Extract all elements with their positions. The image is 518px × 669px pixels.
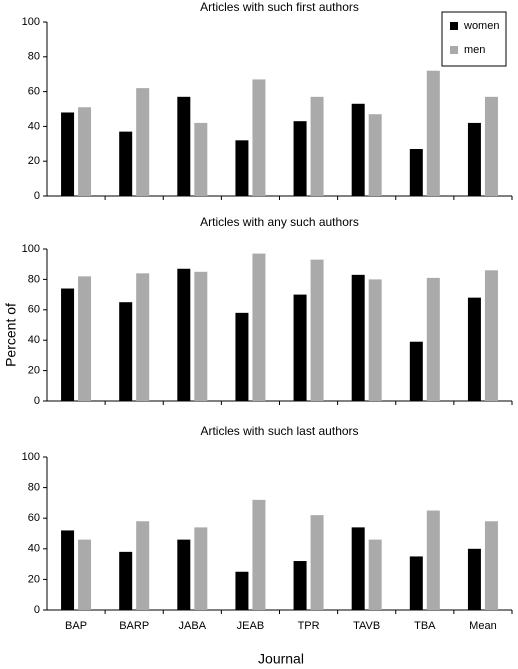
- bar: [351, 274, 365, 401]
- bar: [426, 510, 440, 610]
- bar: [310, 515, 324, 610]
- y-tick-label: 20: [28, 573, 40, 585]
- x-tick-label: TAVB: [353, 620, 380, 632]
- bar: [368, 114, 382, 196]
- bar: [484, 521, 498, 610]
- bar: [409, 149, 423, 196]
- legend-swatch: [450, 46, 458, 54]
- bar: [252, 79, 266, 196]
- bar: [368, 279, 382, 401]
- x-tick-label: JABA: [179, 620, 207, 632]
- bar: [426, 277, 440, 401]
- x-tick-label: JEAB: [237, 620, 265, 632]
- y-tick-label: 80: [28, 51, 40, 63]
- bar: [136, 88, 150, 196]
- bar: [252, 499, 266, 610]
- bar: [293, 121, 307, 196]
- x-tick-label: BARP: [119, 620, 149, 632]
- bar: [61, 288, 75, 401]
- bar: [310, 259, 324, 401]
- bar: [409, 556, 423, 610]
- bar: [467, 122, 481, 196]
- y-tick-label: 60: [28, 86, 40, 98]
- x-tick-label: TBA: [414, 620, 436, 632]
- chart-title: Articles with such last authors: [200, 424, 358, 438]
- y-tick-label: 0: [34, 190, 40, 202]
- bar: [78, 107, 92, 196]
- bar: [351, 103, 365, 196]
- y-tick-label: 100: [22, 451, 40, 463]
- y-tick-label: 100: [22, 243, 40, 255]
- bar: [119, 131, 133, 196]
- bar: [368, 539, 382, 610]
- y-axis-label: Percent of: [3, 303, 19, 367]
- x-tick-label: BAP: [65, 620, 87, 632]
- bar: [235, 140, 249, 196]
- legend-label: women: [463, 20, 499, 32]
- bar: [78, 276, 92, 401]
- y-tick-label: 100: [22, 16, 40, 28]
- bar: [119, 551, 133, 610]
- legend-label: men: [464, 44, 485, 56]
- y-tick-label: 40: [28, 120, 40, 132]
- bar: [78, 539, 92, 610]
- bar: [467, 297, 481, 401]
- y-tick-label: 40: [28, 543, 40, 555]
- bar: [61, 112, 75, 196]
- x-tick-label: TPR: [298, 620, 320, 632]
- bar: [484, 96, 498, 196]
- bar: [194, 122, 208, 196]
- bar: [235, 571, 249, 610]
- bar: [119, 302, 133, 401]
- y-tick-label: 20: [28, 365, 40, 377]
- bar: [467, 548, 481, 610]
- bar: [293, 294, 307, 401]
- y-tick-label: 60: [28, 304, 40, 316]
- legend-swatch: [450, 22, 458, 30]
- legend-box: [441, 11, 507, 67]
- bar: [177, 539, 191, 610]
- chart-title: Articles with any such authors: [200, 215, 359, 229]
- bar: [293, 561, 307, 610]
- y-tick-label: 60: [28, 512, 40, 524]
- bar: [136, 273, 150, 401]
- bar: [351, 527, 365, 610]
- x-axis-label: Journal: [258, 651, 304, 667]
- y-tick-label: 20: [28, 155, 40, 167]
- bar: [194, 527, 208, 610]
- bar: [310, 96, 324, 196]
- x-tick-label: Mean: [469, 620, 497, 632]
- bar: [426, 70, 440, 196]
- bar: [409, 341, 423, 401]
- chart-title: Articles with such first authors: [200, 0, 359, 14]
- bar: [484, 270, 498, 401]
- y-tick-label: 0: [34, 604, 40, 616]
- y-tick-label: 0: [34, 395, 40, 407]
- y-tick-label: 80: [28, 273, 40, 285]
- y-tick-label: 40: [28, 334, 40, 346]
- bar: [177, 96, 191, 196]
- bar: [235, 312, 249, 401]
- bar: [136, 521, 150, 610]
- bar: [61, 530, 75, 610]
- bar: [194, 271, 208, 401]
- y-tick-label: 80: [28, 482, 40, 494]
- bar: [177, 268, 191, 401]
- bar: [252, 253, 266, 401]
